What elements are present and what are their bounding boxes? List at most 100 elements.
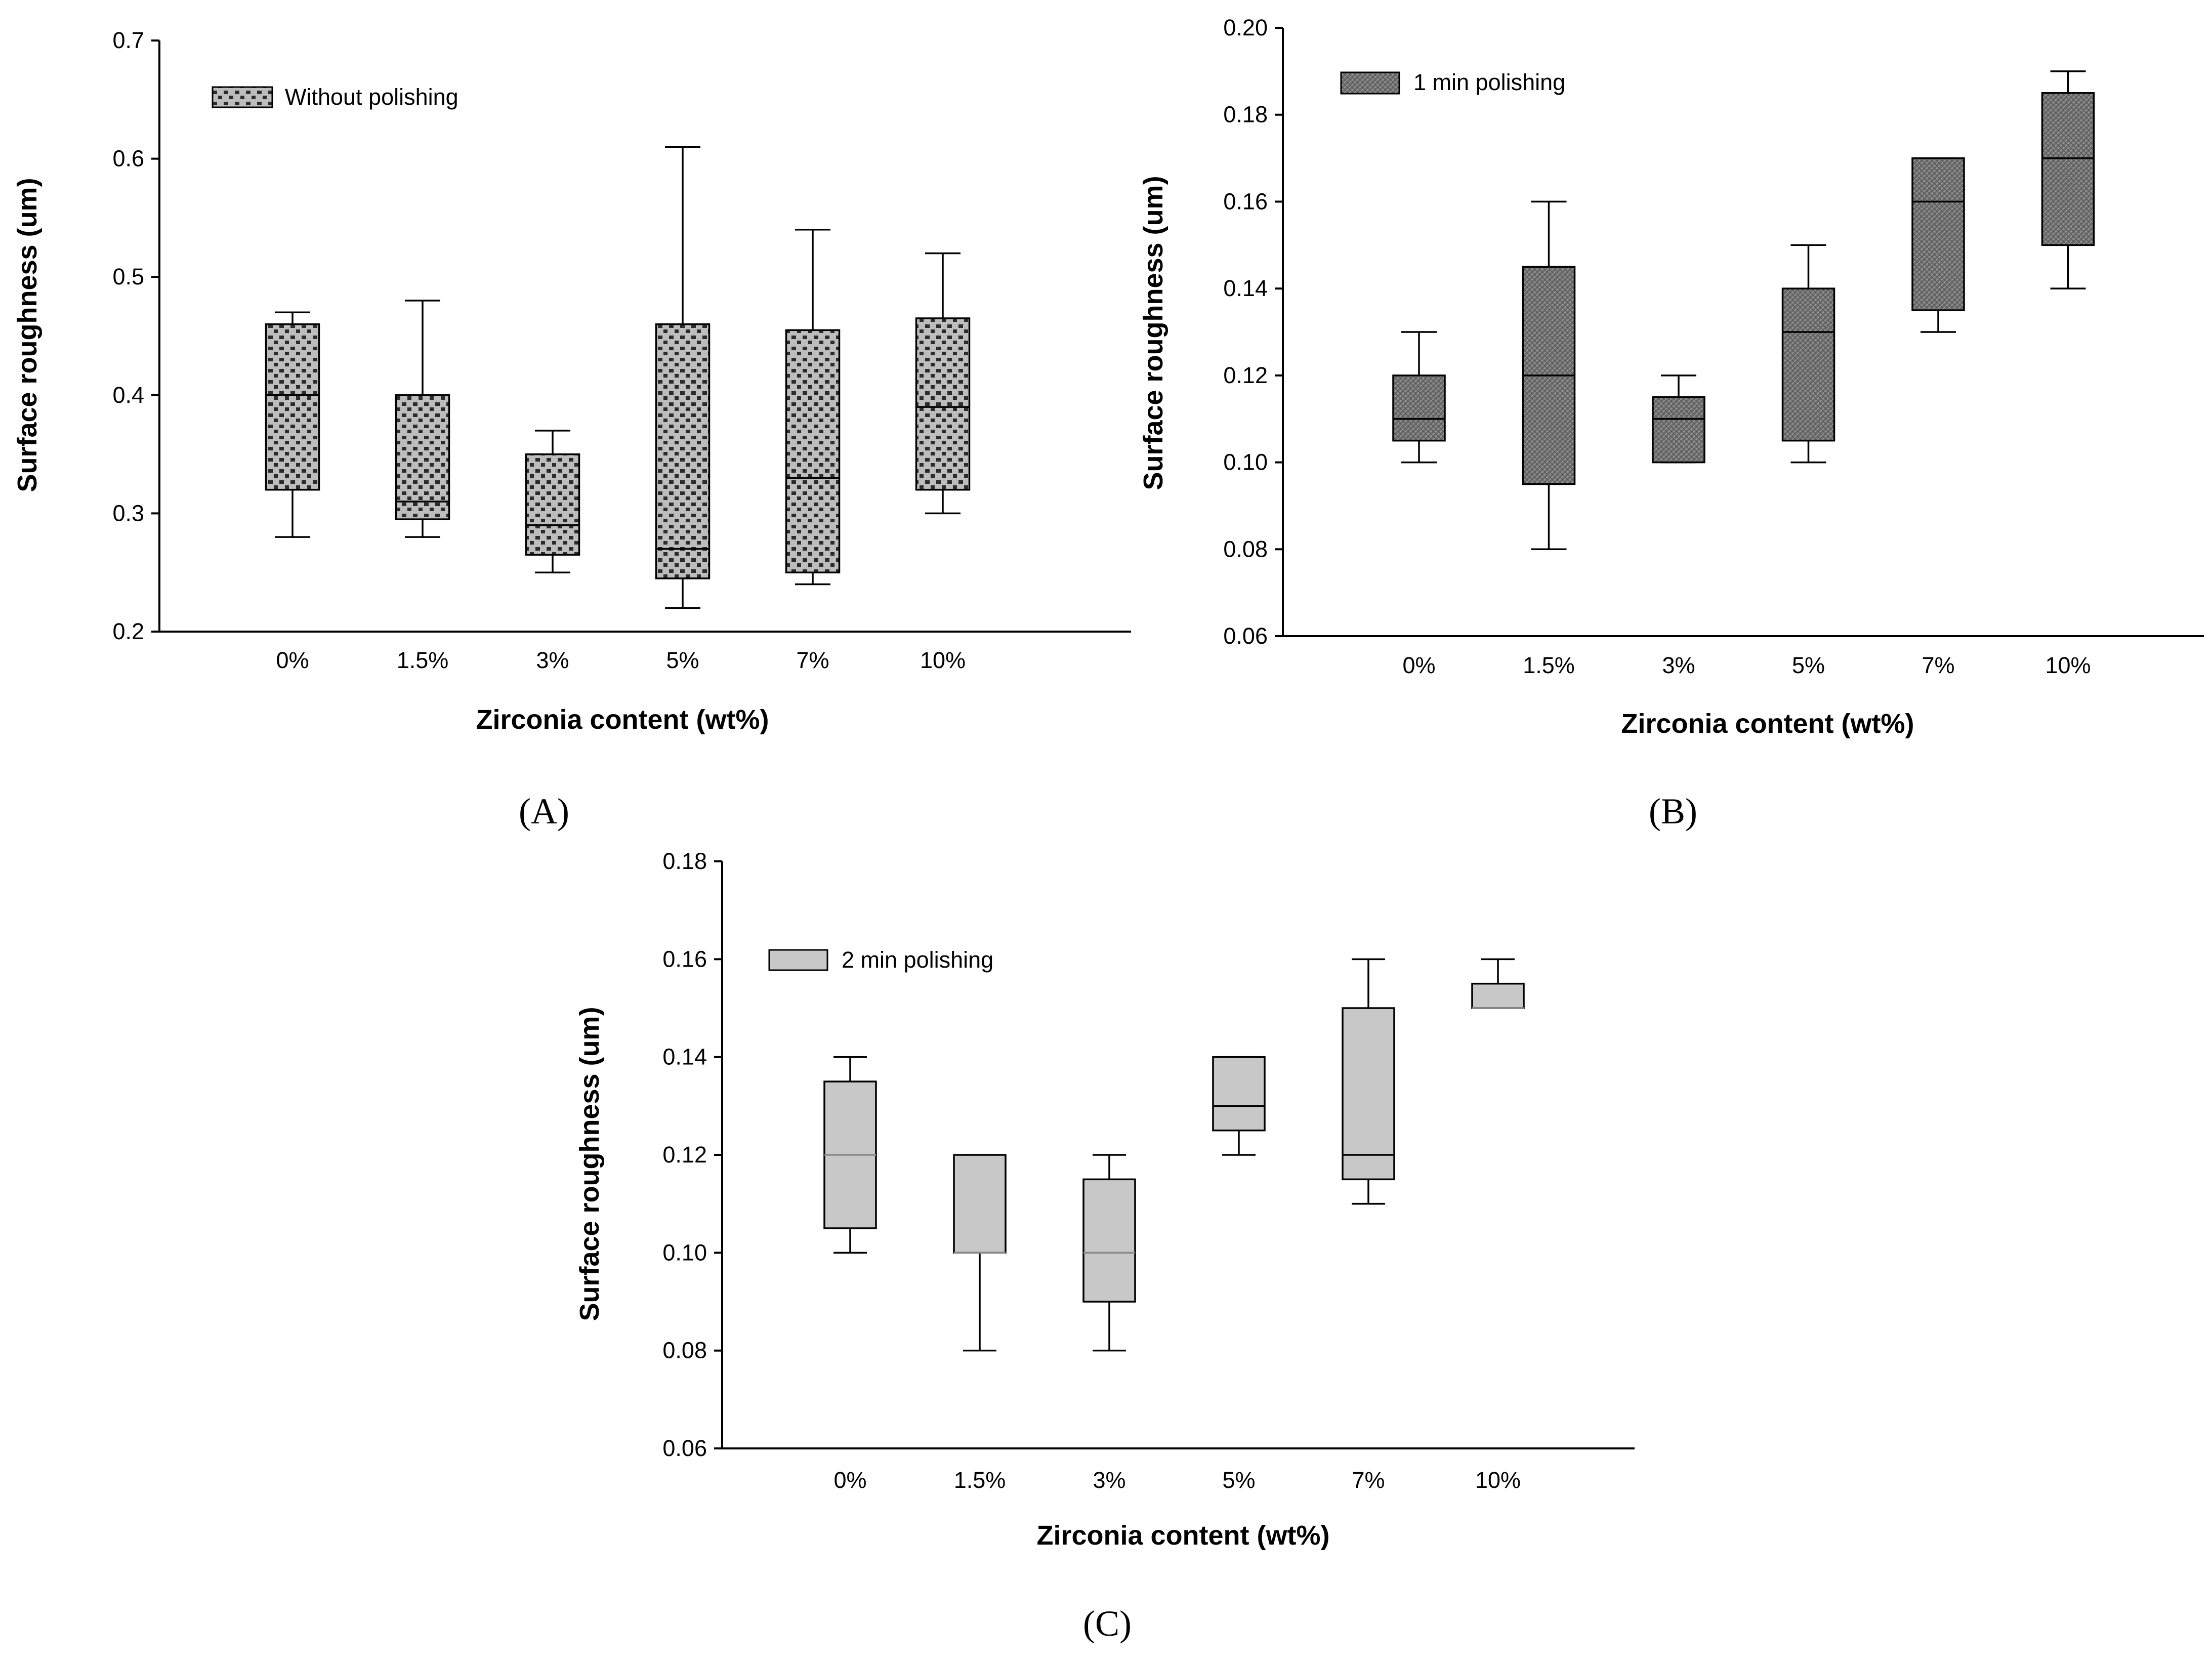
- panel-c-y-axis-title: Surface roughness (um): [574, 1007, 605, 1321]
- panel-a-y-tick-label: 0.6: [112, 146, 144, 172]
- panel-c-y-tick-label: 0.16: [662, 946, 707, 972]
- panel-c-boxes: [823, 958, 1525, 1352]
- panel-b-y-tick-label: 0.06: [1223, 623, 1268, 649]
- panel-b-y-tick-label: 0.12: [1223, 362, 1268, 388]
- panel-c-box-5%: [1212, 1056, 1266, 1156]
- panel-b-y-ticks: 0.06 0.08 0.10 0.12 0.14 0.16 0.18 0.20: [1223, 15, 1283, 649]
- panel-b-y-tick-label: 0.10: [1223, 449, 1268, 475]
- panel-c-y-tick-label: 0.08: [662, 1338, 707, 1363]
- panel-a-x-tick-label: 0%: [276, 647, 309, 673]
- panel-c-x-tick-label: 5%: [1222, 1467, 1255, 1493]
- panel-b-x-tick-label: 1.5%: [1523, 652, 1575, 678]
- panel-b-box-10%: [2041, 70, 2095, 289]
- panel-a-y-ticks: 0.2 0.3 0.4 0.5 0.6 0.7: [112, 27, 159, 644]
- panel-a-box-7%: [785, 229, 841, 586]
- panel-c-y-ticks: 0.06 0.08 0.10 0.12 0.14 0.16 0.18: [662, 848, 722, 1461]
- panel-a-box-10%: [915, 252, 971, 515]
- panel-b-box-body: [1781, 287, 1835, 442]
- panel-a-legend-swatch: [212, 86, 273, 108]
- panel-c-box-0%: [823, 1056, 877, 1254]
- panel-a-y-tick-label: 0.5: [112, 264, 144, 289]
- panel-b-x-tick-label: 10%: [2045, 652, 2091, 678]
- panel-c-x-axis-title: Zirconia content (wt%): [1037, 1520, 1330, 1551]
- panel-a-box-body: [395, 394, 450, 520]
- panel-a-legend: Without polishing: [212, 84, 458, 110]
- panel-b-x-tick-label: 5%: [1792, 652, 1825, 678]
- panel-c-y-tick-label: 0.14: [662, 1044, 707, 1070]
- panel-a-y-tick-label: 0.7: [112, 27, 144, 53]
- panel-b-y-axis-title: Surface roughness (um): [1138, 176, 1168, 490]
- panel-b-x-tick-label: 7%: [1922, 652, 1954, 678]
- panel-a-label: (A): [519, 791, 569, 831]
- panel-c-x-tick-label: 10%: [1475, 1467, 1521, 1493]
- panel-c-box-body: [1082, 1178, 1136, 1303]
- panel-a-x-tick-label: 3%: [536, 647, 569, 673]
- panel-b-legend-label: 1 min polishing: [1413, 69, 1565, 95]
- panel-c-legend-swatch: [768, 949, 828, 971]
- panel-a-box-body: [265, 323, 320, 491]
- panel-a-box-body: [525, 453, 580, 556]
- panel-c-label: (C): [1083, 1603, 1132, 1644]
- panel-b-box-0%: [1392, 331, 1446, 464]
- panel-c-y-tick-label: 0.06: [662, 1435, 707, 1461]
- panel-a-box-body: [785, 329, 841, 573]
- panel-a-box-0%: [265, 311, 320, 538]
- panel-c-box-7%: [1342, 958, 1395, 1205]
- panel-c-y-tick-label: 0.12: [662, 1142, 707, 1168]
- panel-c-x-tick-label: 7%: [1352, 1467, 1385, 1493]
- panel-b-x-axis-title: Zirconia content (wt%): [1621, 709, 1914, 739]
- panel-a-boxes: [265, 146, 971, 609]
- panel-b-y-tick-label: 0.20: [1223, 15, 1268, 40]
- panel-c-box-body: [1471, 982, 1525, 1009]
- panel-b-legend: 1 min polishing: [1340, 69, 1565, 95]
- panel-b-y-tick-label: 0.08: [1223, 536, 1268, 562]
- panel-b-boxes: [1392, 70, 2095, 551]
- panel-c-y-tick-label: 0.10: [662, 1239, 707, 1265]
- panel-b-legend-swatch: [1340, 71, 1400, 95]
- panel-b-chart: 0.06 0.08 0.10 0.12 0.14 0.16 0.18 0.20 0% 1.5% 3…: [1138, 15, 2204, 831]
- panel-b-box-5%: [1781, 244, 1835, 464]
- panel-b-y-tick-label: 0.18: [1223, 102, 1268, 128]
- panel-c-box-body: [1342, 1007, 1395, 1181]
- panel-a-x-ticks: 0% 1.5% 3% 5% 7% 10%: [276, 647, 966, 673]
- panel-b-box-7%: [1911, 157, 1965, 333]
- panel-a-box-5%: [655, 146, 711, 609]
- panel-b-box-body: [1392, 375, 1446, 442]
- panel-a-legend-label: Without polishing: [285, 84, 458, 110]
- panel-a-x-tick-label: 1.5%: [397, 647, 449, 673]
- panel-b-box-3%: [1652, 375, 1705, 464]
- panel-a-y-tick-label: 0.2: [112, 618, 144, 644]
- panel-b-x-tick-label: 3%: [1662, 652, 1695, 678]
- panel-a-box-body: [655, 323, 711, 579]
- panel-c-x-ticks: 0% 1.5% 3% 5% 7% 10%: [833, 1467, 1521, 1493]
- panel-b-y-tick-label: 0.16: [1223, 188, 1268, 214]
- panel-b-box-body: [1911, 157, 1965, 311]
- panel-a-chart: 0.2 0.3 0.4 0.5 0.6 0.7 0% 1.5% 3% 5% 7% 10% Witho…: [12, 27, 1131, 831]
- panel-c-y-tick-label: 0.18: [662, 848, 707, 874]
- panel-c-box-body: [1212, 1056, 1266, 1132]
- panel-b-box-1.5%: [1522, 200, 1576, 551]
- panel-c-x-tick-label: 3%: [1093, 1467, 1125, 1493]
- panel-c-box-1.5%: [953, 1154, 1007, 1352]
- panel-a-x-axis-title: Zirconia content (wt%): [476, 704, 769, 735]
- panel-a-x-tick-label: 10%: [920, 647, 966, 673]
- panel-a-x-tick-label: 7%: [796, 647, 829, 673]
- panel-a-box-3%: [525, 430, 580, 573]
- panel-b-y-tick-label: 0.14: [1223, 275, 1268, 301]
- panel-c-legend: 2 min polishing: [768, 947, 993, 973]
- panel-b-label: (B): [1649, 791, 1697, 831]
- panel-b-x-tick-label: 0%: [1402, 652, 1435, 678]
- panel-c-box-body: [953, 1154, 1007, 1254]
- panel-b-box-body: [1652, 396, 1705, 464]
- panel-a-y-tick-label: 0.3: [112, 500, 144, 526]
- panel-a-y-tick-label: 0.4: [112, 382, 144, 408]
- panel-c-legend-label: 2 min polishing: [842, 947, 993, 973]
- panel-b-box-body: [2041, 92, 2095, 246]
- panel-a-x-tick-label: 5%: [666, 647, 699, 673]
- panel-a-box-1.5%: [395, 300, 450, 538]
- panel-c-box-3%: [1082, 1154, 1136, 1352]
- panel-c-x-tick-label: 0%: [833, 1467, 866, 1493]
- panel-c-x-tick-label: 1.5%: [954, 1467, 1006, 1493]
- panel-c-box-10%: [1471, 958, 1525, 1009]
